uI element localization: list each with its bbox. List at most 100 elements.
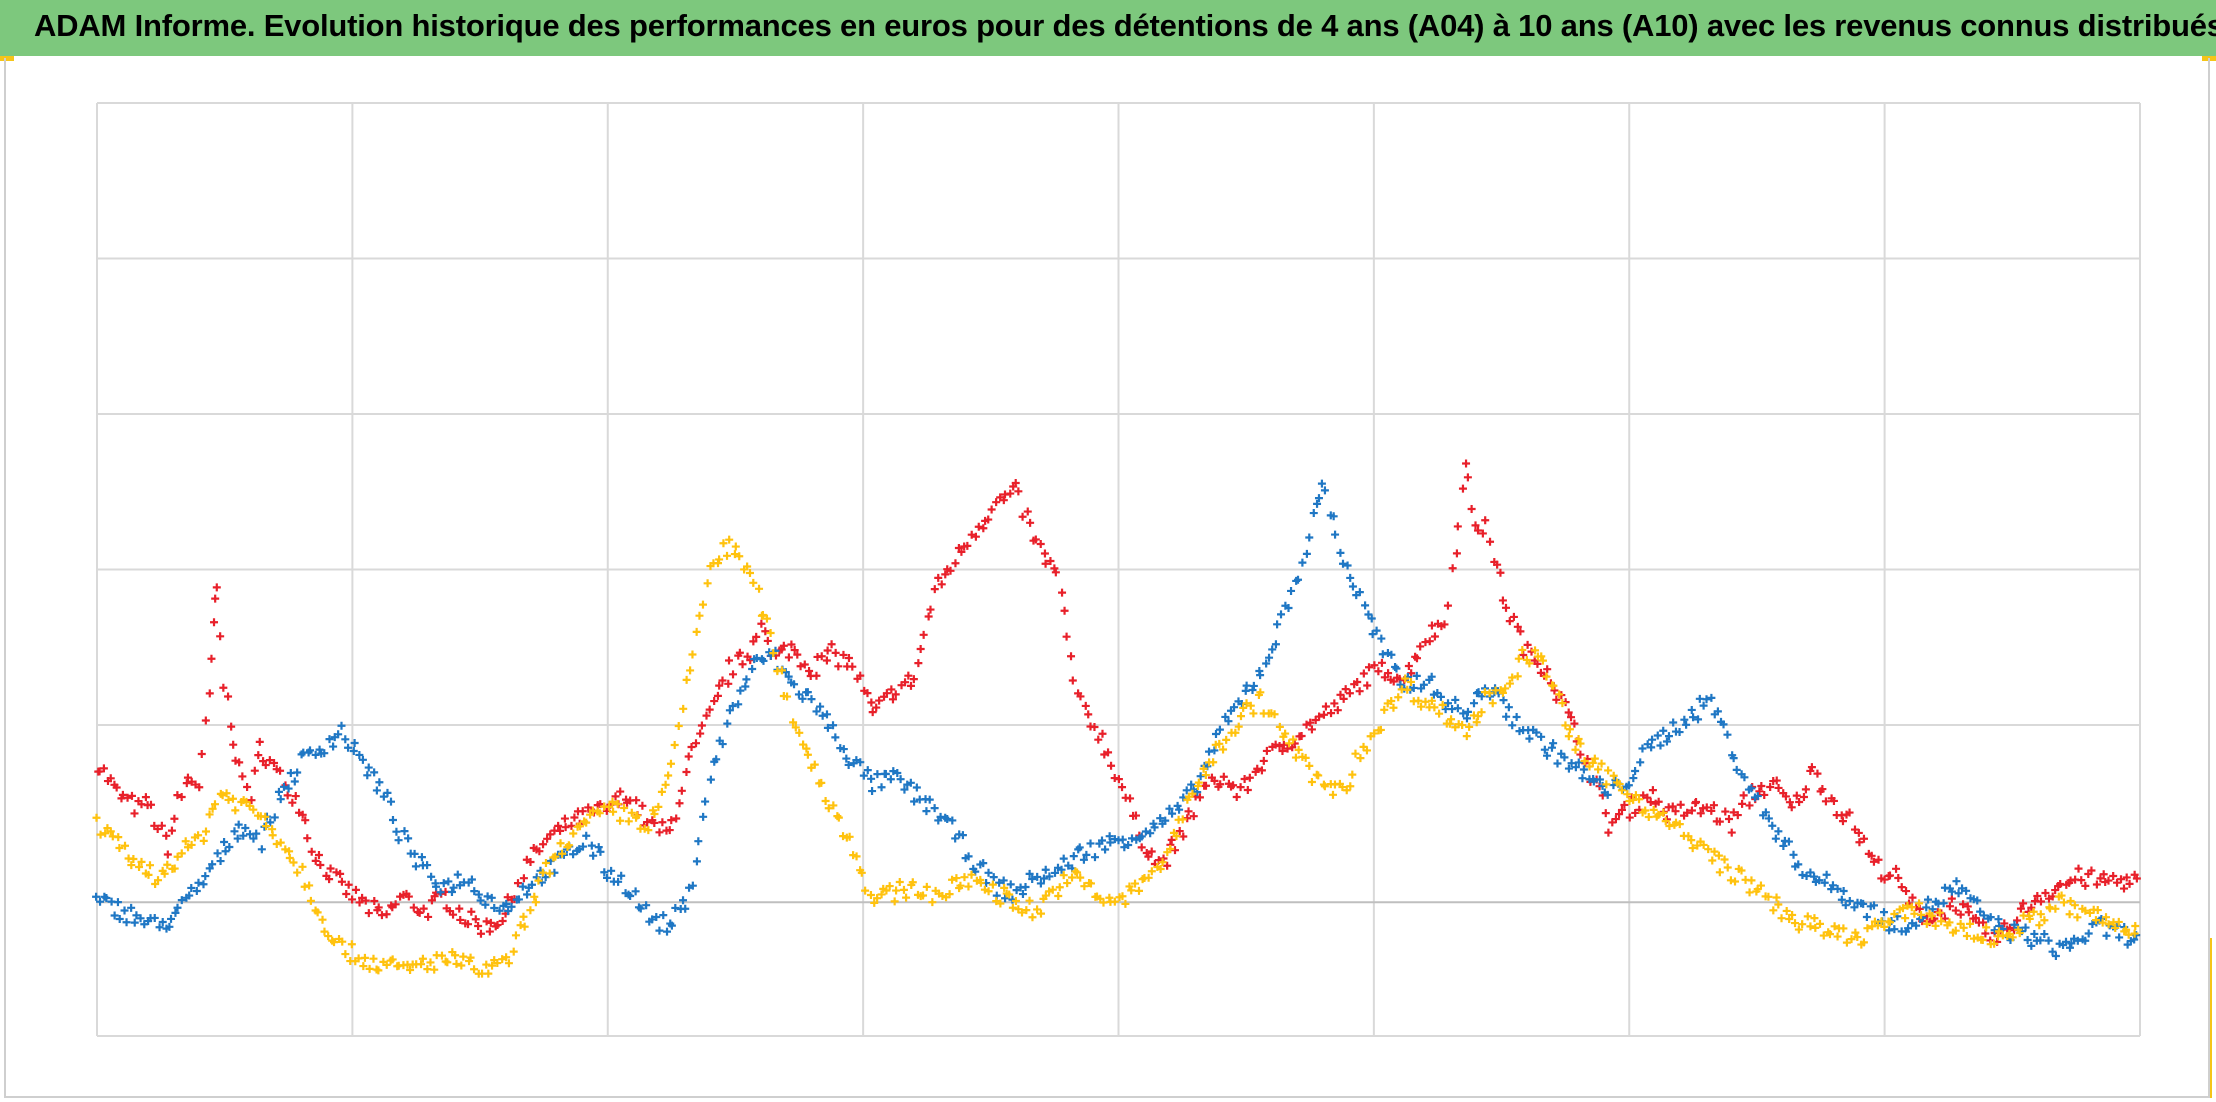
series-2-point (686, 666, 695, 675)
series-1-point (1761, 808, 1770, 817)
series-2-point (2131, 921, 2140, 930)
series-1-point (187, 883, 196, 892)
series-1-point (1317, 479, 1326, 488)
series-2-point (885, 882, 894, 891)
series-2-point (1726, 876, 1735, 885)
series-1-point (233, 834, 242, 843)
series-1-point (2073, 936, 2082, 945)
series-1-point (1820, 878, 1829, 887)
series-1-point (863, 766, 872, 775)
series-2-point (1847, 935, 1856, 944)
series-2-point (293, 868, 302, 877)
series-0-point (655, 828, 664, 837)
series-1-point (201, 872, 210, 881)
series-0-point (227, 722, 236, 731)
series-2-point (695, 611, 704, 620)
series-1-point (948, 816, 957, 825)
series-1-point (816, 702, 825, 711)
series-0-point (570, 813, 579, 822)
series-0-point (1359, 669, 1368, 678)
series-1-point (1833, 884, 1842, 893)
series-2-point (1462, 732, 1471, 741)
series-0-point (882, 689, 891, 698)
series-2-point (1401, 674, 1410, 683)
series-2-point (791, 723, 800, 732)
series-1-point (1947, 887, 1956, 896)
series-1-point (1348, 582, 1357, 591)
series-0-point (1643, 793, 1652, 802)
series-0-point (1167, 835, 1176, 844)
series-0-point (1060, 606, 1069, 615)
series-2-point (1427, 696, 1436, 705)
series-1-point (1265, 653, 1274, 662)
series-0-point (1118, 783, 1127, 792)
series-0-point (1363, 681, 1372, 690)
series-2-point (1376, 725, 1385, 734)
series-1-point (136, 914, 145, 923)
series-0-point (1727, 828, 1736, 837)
series-0-point (2120, 884, 2128, 893)
series-1-point (394, 836, 403, 845)
series-1-point (1082, 850, 1091, 859)
series-2-point (731, 542, 740, 551)
series-2-point (1962, 931, 1971, 940)
series-2-point (1172, 832, 1181, 841)
series-0-point (1604, 828, 1613, 837)
series-1-point (900, 785, 909, 794)
series-0-point (1297, 731, 1306, 740)
series-2-point (1380, 705, 1389, 714)
series-1-point (1543, 751, 1552, 760)
series-2-point (1342, 786, 1351, 795)
series-0-point (298, 810, 307, 819)
series-0-point (887, 685, 896, 694)
series-2-point (1199, 764, 1208, 773)
series-2-point (1665, 821, 1674, 830)
series-0-point (735, 648, 744, 657)
series-1-point (2023, 935, 2032, 944)
series-1-point (856, 758, 865, 767)
series-2-point (268, 831, 277, 840)
series-2-point (1498, 688, 1507, 697)
series-2-point (1465, 722, 1474, 731)
series-0-point (486, 918, 495, 927)
series-1-point (2044, 936, 2053, 945)
series-0-point (749, 637, 758, 646)
series-2-point (1715, 868, 1724, 877)
series-1-point (453, 870, 462, 879)
series-2-point (374, 966, 383, 975)
series-1-point (392, 827, 401, 836)
series-0-point (498, 917, 507, 926)
series-0-point (687, 742, 696, 751)
series-0-point (2096, 874, 2105, 883)
series-1-point (1302, 549, 1311, 558)
series-1-point (1579, 765, 1588, 774)
series-1-point (165, 922, 174, 931)
series-1-point (306, 746, 315, 755)
series-1-point (490, 904, 499, 913)
series-2-point (1201, 771, 1210, 780)
series-0-point (1377, 658, 1386, 667)
series-1-point (1675, 728, 1684, 737)
series-0-point (1114, 775, 1123, 784)
series-0-point (1739, 791, 1748, 800)
series-1-point (881, 769, 890, 778)
series-2-point (1631, 791, 1640, 800)
series-2-point (1417, 702, 1426, 711)
series-0-point (1908, 893, 1917, 902)
series-2-point (365, 964, 374, 973)
series-0-point (183, 773, 192, 782)
series-1-point (1764, 814, 1773, 823)
series-0-point (247, 796, 256, 805)
series-1-point (185, 891, 194, 900)
series-2-point (1477, 708, 1486, 717)
series-0-point (1570, 719, 1579, 728)
series-2-point (1538, 656, 1547, 665)
series-0-point (1855, 838, 1864, 847)
series-2-point (502, 953, 511, 962)
series-2-point (1073, 868, 1082, 877)
series-0-point (1067, 652, 1076, 661)
series-0-point (2125, 879, 2134, 888)
series-1-point (1079, 855, 1088, 864)
series-0-point (205, 689, 214, 698)
series-2-point (418, 954, 427, 963)
